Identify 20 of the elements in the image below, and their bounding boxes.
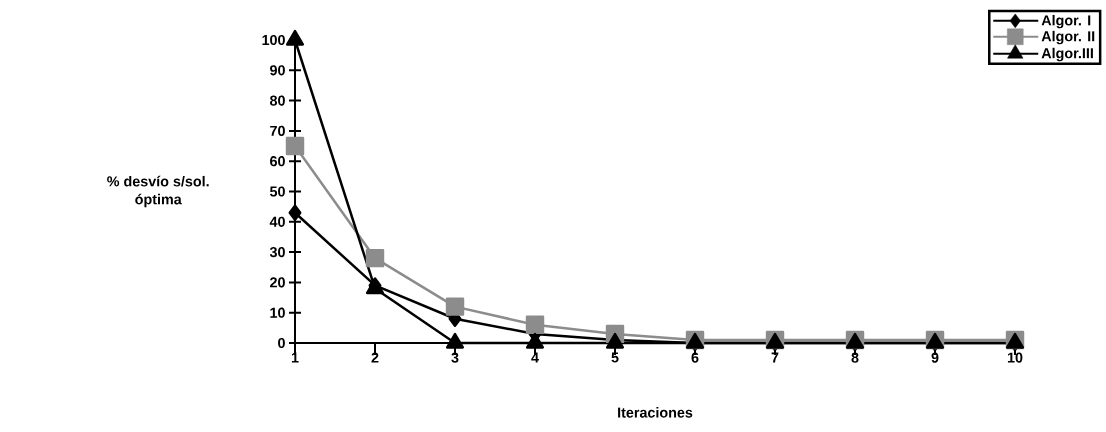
- y-tick-label: 90: [270, 65, 285, 76]
- y-axis-title: % desvío s/sol. óptima: [107, 175, 209, 208]
- y-tick-label: 100: [262, 34, 285, 46]
- y-tick-label: 60: [270, 156, 285, 167]
- y-tick-label: 70: [270, 125, 285, 136]
- y-tick-label: 40: [269, 216, 285, 227]
- y-tick-label: 80: [269, 95, 285, 106]
- y-tick-label: 0: [278, 337, 285, 349]
- y-tick-label: 10: [270, 307, 285, 318]
- legend-label: Algor. II: [1041, 30, 1095, 45]
- x-tick-label: 10: [1007, 352, 1023, 363]
- x-tick-label: 6: [691, 352, 699, 363]
- x-axis-title: Iteraciones: [618, 407, 693, 418]
- y-tick-label: 50: [269, 186, 285, 197]
- y-tick-label: 20: [270, 277, 285, 288]
- legend-label: Algor.III: [1041, 47, 1093, 62]
- legend-label: Algor. I: [1041, 14, 1091, 29]
- y-tick-label: 30: [269, 247, 285, 258]
- x-tick-label: 9: [931, 352, 939, 363]
- x-tick-label: 8: [851, 352, 859, 363]
